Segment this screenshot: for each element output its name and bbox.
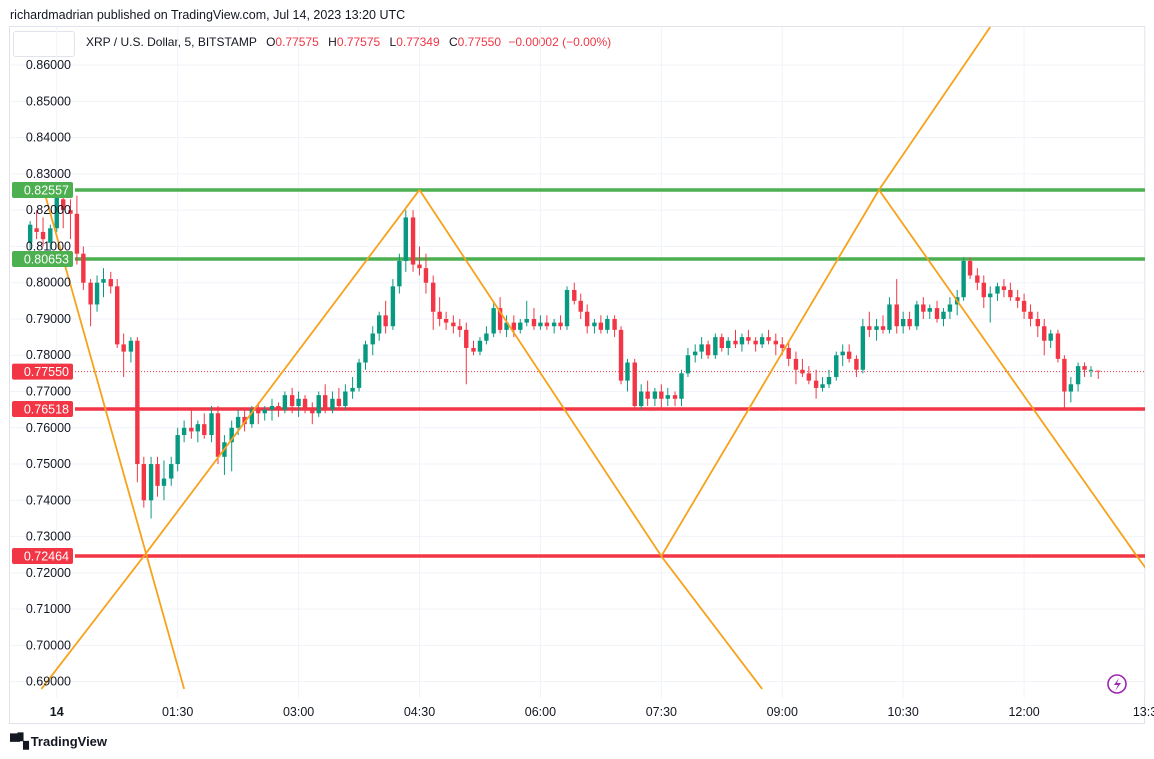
- legend-high-value: 0.77575: [336, 35, 381, 49]
- footer-brand: TradingView: [30, 734, 108, 749]
- tradingview-logo-icon: ▀▚: [10, 733, 29, 749]
- legend-symbol[interactable]: XRP / U.S. Dollar, 5, BITSTAMP: [86, 35, 257, 49]
- ohlc-legend: XRP / U.S. Dollar, 5, BITSTAMP O0.77575 …: [86, 35, 611, 49]
- legend-low-label: L: [389, 35, 397, 49]
- publish-caption: richardmadrian published on TradingView.…: [10, 8, 406, 22]
- legend-open-label: O: [266, 35, 276, 49]
- symbol-logo-box: [13, 31, 75, 57]
- legend-high-label: H: [328, 35, 337, 49]
- tradingview-footer[interactable]: ▀▚ TradingView: [10, 733, 107, 750]
- legend-low-value: 0.77349: [396, 35, 440, 49]
- chart-frame: [9, 26, 1145, 724]
- legend-close-label: C: [448, 35, 458, 49]
- legend-close-value: 0.77550: [457, 35, 502, 49]
- legend-open-value: 0.77575: [275, 35, 319, 49]
- legend-change-value: −0.00002 (−0.00%): [508, 35, 612, 49]
